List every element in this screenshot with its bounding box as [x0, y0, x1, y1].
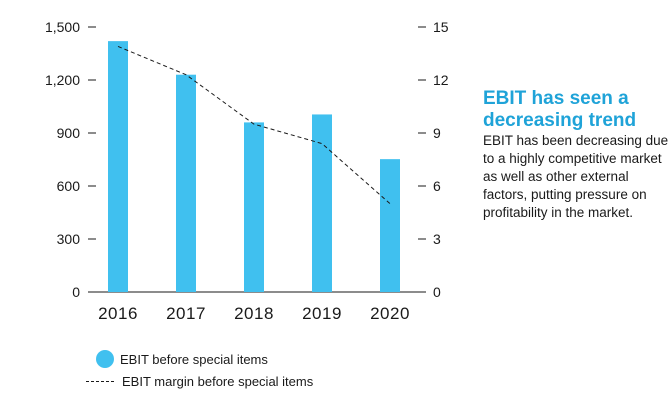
y-right-tick-label: 0 — [433, 284, 441, 300]
y-left-tick-label: 0 — [72, 284, 80, 300]
bar-ebit — [244, 122, 264, 293]
commentary-body: EBIT has been decreasing due to a highly… — [483, 133, 669, 220]
x-tick-label: 2020 — [370, 304, 410, 323]
y-left-tick-label: 300 — [57, 231, 81, 247]
ebit-combo-chart: 0 300 600 900 1,200 1,500 0 3 6 9 12 15 2016 2017 2018… — [45, 19, 449, 323]
x-tick-label: 2017 — [166, 304, 206, 323]
bar-ebit — [380, 159, 400, 292]
bar-ebit — [312, 114, 332, 292]
line-ebit-margin — [117, 45, 391, 205]
y-right-tick-label: 3 — [433, 231, 441, 247]
legend: EBIT before special items EBIT margin be… — [86, 348, 313, 392]
bars — [108, 41, 400, 293]
y-left-tick-label: 900 — [57, 125, 81, 141]
x-tick-label: 2018 — [234, 304, 274, 323]
legend-item-margin: EBIT margin before special items — [86, 370, 313, 392]
commentary-panel: EBIT has seen a decreasing trend EBIT ha… — [483, 88, 672, 222]
legend-swatch-bar — [96, 350, 114, 368]
y-right-tick-label: 12 — [433, 72, 449, 88]
legend-swatch-dashed-line — [86, 380, 114, 382]
y-right-tick-label: 9 — [433, 125, 441, 141]
y-left-tick-label: 1,200 — [45, 72, 80, 88]
tick-labels: 0 300 600 900 1,200 1,500 0 3 6 9 12 15 2016 2017 2018… — [45, 19, 449, 323]
y-left-tick-label: 1,500 — [45, 19, 80, 35]
commentary-title: EBIT has seen a decreasing trend — [483, 88, 637, 131]
margin-series — [117, 45, 391, 205]
legend-label-margin: EBIT margin before special items — [122, 373, 314, 389]
x-tick-label: 2019 — [302, 304, 342, 323]
bar-ebit — [176, 74, 196, 292]
y-left-tick-label: 600 — [57, 178, 81, 194]
x-tick-label: 2016 — [98, 304, 138, 323]
bar-ebit — [108, 41, 128, 293]
y-right-tick-label: 6 — [433, 178, 441, 194]
y-right-tick-label: 15 — [433, 19, 449, 35]
legend-label-ebit: EBIT before special items — [120, 351, 268, 367]
legend-item-ebit: EBIT before special items — [86, 348, 313, 370]
